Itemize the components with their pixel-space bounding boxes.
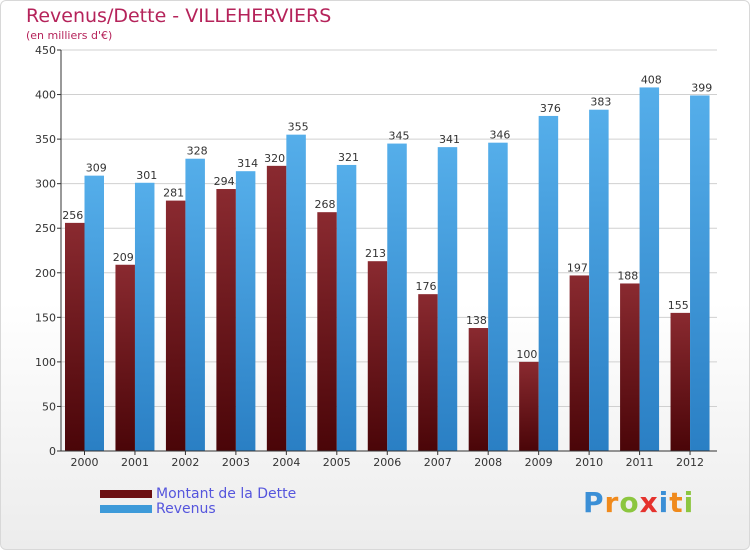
x-tick-label: 2003 <box>222 456 250 469</box>
x-tick-label: 2004 <box>272 456 300 469</box>
data-label-dette: 281 <box>163 187 184 200</box>
y-tick-label: 300 <box>35 178 56 191</box>
data-label-revenus: 321 <box>338 151 359 164</box>
bar-dette <box>165 200 186 451</box>
data-label-dette: 197 <box>567 261 588 274</box>
data-label-dette: 256 <box>62 209 83 222</box>
legend-swatch-dette <box>100 490 152 498</box>
bar-revenus <box>538 115 559 451</box>
y-tick-label: 150 <box>35 311 56 324</box>
legend-swatch-revenus <box>100 505 152 513</box>
bar-dette <box>418 294 438 451</box>
bar-revenus <box>185 158 205 451</box>
bar-dette <box>620 283 640 451</box>
bar-dette <box>519 361 539 451</box>
x-tick-label: 2010 <box>575 456 603 469</box>
data-label-dette: 100 <box>516 348 537 361</box>
bar-revenus <box>690 95 710 452</box>
bar-revenus <box>589 109 609 452</box>
bar-dette <box>65 222 85 451</box>
x-tick-label: 2011 <box>626 456 654 469</box>
data-label-dette: 138 <box>466 314 487 327</box>
data-label-revenus: 345 <box>389 130 410 143</box>
data-label-revenus: 376 <box>540 102 561 115</box>
bar-dette <box>367 261 388 451</box>
y-tick-label: 100 <box>35 356 56 369</box>
data-label-dette: 209 <box>113 251 134 264</box>
x-tick-label: 2006 <box>373 456 401 469</box>
data-label-revenus: 301 <box>136 169 157 182</box>
x-tick-label: 2005 <box>323 456 351 469</box>
data-label-dette: 176 <box>415 280 436 293</box>
y-tick-label: 250 <box>35 222 56 235</box>
bar-dette <box>670 312 691 451</box>
logo-letter: t <box>669 486 684 519</box>
bar-dette <box>317 212 337 451</box>
x-tick-label: 2001 <box>121 456 149 469</box>
legend-label-revenus: Revenus <box>156 501 216 517</box>
data-label-revenus: 314 <box>237 157 258 170</box>
data-label-revenus: 399 <box>691 81 712 94</box>
proxiti-logo: Proxiti <box>583 486 694 519</box>
bar-revenus <box>235 171 256 452</box>
logo-letter: i <box>658 486 670 519</box>
y-tick-label: 350 <box>35 133 56 146</box>
y-tick-label: 450 <box>35 44 56 57</box>
y-tick-label: 200 <box>35 267 56 280</box>
bar-revenus <box>437 147 458 451</box>
bar-revenus <box>134 182 155 451</box>
x-tick-label: 2009 <box>525 456 553 469</box>
bar-revenus <box>336 164 357 451</box>
bar-revenus <box>488 142 508 452</box>
data-label-revenus: 355 <box>288 121 309 134</box>
x-tick-label: 2002 <box>171 456 199 469</box>
bar-revenus <box>84 175 104 451</box>
bar-dette <box>468 328 489 451</box>
bar-dette <box>115 264 135 451</box>
y-tick-label: 0 <box>49 445 56 458</box>
y-tick-label: 50 <box>42 400 56 413</box>
logo-letter: x <box>639 486 659 519</box>
data-label-revenus: 341 <box>439 133 460 146</box>
bar-revenus <box>286 134 306 451</box>
data-label-revenus: 408 <box>641 73 662 86</box>
data-label-revenus: 328 <box>187 145 208 158</box>
bar-revenus <box>387 143 407 452</box>
x-tick-label: 2007 <box>424 456 452 469</box>
bar-dette <box>216 189 236 451</box>
data-label-revenus: 309 <box>86 162 107 175</box>
y-tick-label: 400 <box>35 89 56 102</box>
logo-letter: i <box>683 486 695 519</box>
data-label-dette: 213 <box>365 247 386 260</box>
data-label-revenus: 346 <box>489 129 510 142</box>
data-label-dette: 320 <box>264 152 285 165</box>
legend-label-dette: Montant de la Dette <box>156 486 297 502</box>
bar-revenus <box>639 87 660 451</box>
x-tick-label: 2012 <box>676 456 704 469</box>
data-label-dette: 155 <box>668 299 689 312</box>
data-label-dette: 188 <box>617 269 638 282</box>
logo-letter: o <box>619 486 640 519</box>
bar-dette <box>569 275 590 451</box>
logo-letter: P <box>583 486 605 519</box>
data-label-dette: 294 <box>214 175 235 188</box>
data-label-dette: 268 <box>315 198 336 211</box>
x-tick-label: 2000 <box>71 456 99 469</box>
chart-subtitle: (en milliers d'€) <box>26 29 113 42</box>
bar-dette <box>266 165 287 451</box>
logo-letter: r <box>604 486 620 519</box>
data-label-revenus: 383 <box>590 96 611 109</box>
chart-title: Revenus/Dette - VILLEHERVIERS <box>26 5 332 27</box>
x-tick-label: 2008 <box>474 456 502 469</box>
